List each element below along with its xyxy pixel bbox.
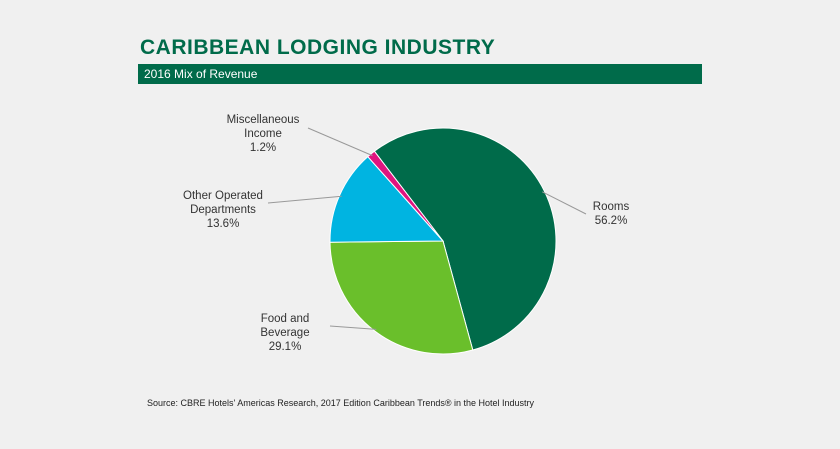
value-label: 56.2% (594, 215, 628, 227)
value-label: 13.6% (206, 218, 240, 230)
value-label: 1.2% (249, 142, 277, 154)
slice-label: Food and Beverage (260, 313, 310, 339)
value-label: 29.1% (268, 341, 302, 353)
slice-label: Rooms (592, 201, 630, 213)
slice-label: Other Operated Departments (183, 190, 263, 216)
source-note: Source: CBRE Hotels' Americas Research, … (147, 398, 535, 408)
leader-line (329, 325, 377, 330)
pie-slice (329, 155, 445, 243)
pie-slice (367, 150, 444, 242)
pie-slice (373, 127, 557, 351)
leader-line (307, 127, 373, 157)
pie-slice (329, 240, 474, 355)
leader-line (542, 191, 587, 215)
chart-subtitle: 2016 Mix of Revenue (144, 67, 258, 81)
slice-label: Miscellaneous Income (226, 114, 300, 140)
chart-title: CARIBBEAN LODGING INDUSTRY (140, 36, 496, 59)
subtitle-bar: 2016 Mix of Revenue (138, 64, 702, 84)
leader-line (267, 195, 342, 204)
